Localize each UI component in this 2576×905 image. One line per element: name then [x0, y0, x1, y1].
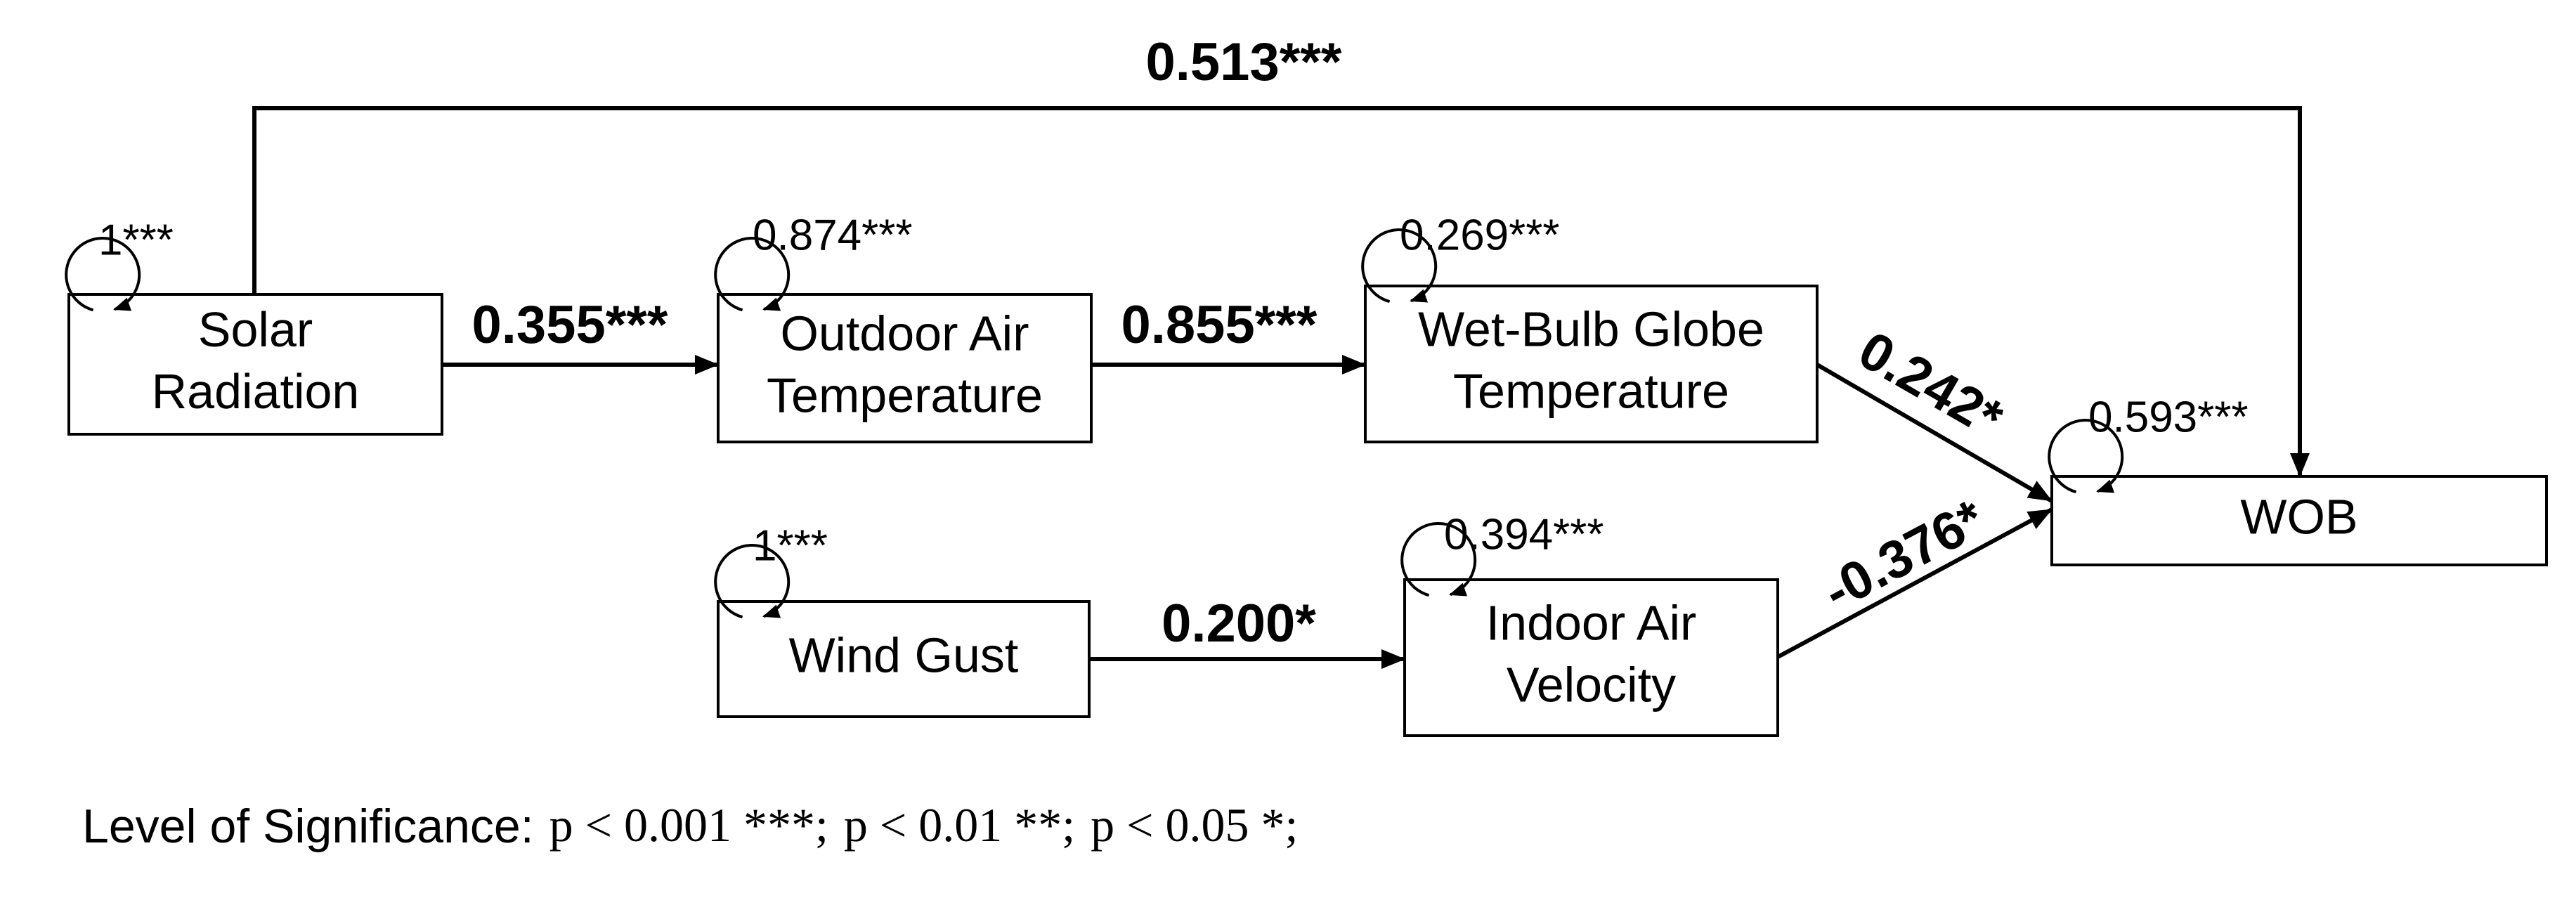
node-label: Outdoor Air	[780, 306, 1029, 360]
node-box	[717, 293, 1093, 443]
edge-arrow	[1816, 363, 2053, 503]
node-label: Wet-Bulb Globe	[1418, 301, 1764, 356]
edge-coefficient: 0.855***	[1121, 295, 1318, 355]
node-label: Indoor Air	[1486, 595, 1697, 650]
edge-coefficient: 0.513***	[1146, 32, 1342, 92]
node-label: Temperature	[1453, 363, 1729, 418]
edge-coefficient: -0.376*	[1814, 488, 1994, 622]
node-box	[1403, 578, 1779, 737]
residual-variance: 0.269***	[1400, 211, 1560, 259]
edge-arrow	[252, 106, 2310, 477]
residual-variance: 1***	[753, 521, 828, 570]
self-loop	[1361, 228, 1438, 304]
residual-variance: 0.874***	[753, 211, 913, 259]
node-label: WOB	[2240, 489, 2357, 544]
node-box	[1364, 285, 1819, 443]
residual-variance: 1***	[98, 216, 174, 264]
legend: Level of Significance: p < 0.001 ***; p < …	[82, 798, 1298, 853]
residual-variance: 0.394***	[1444, 510, 1604, 559]
node-box	[2050, 475, 2548, 566]
legend-title: Level of Significance:	[82, 800, 534, 853]
node-box	[717, 600, 1091, 718]
node-label: Wind Gust	[789, 627, 1019, 682]
node-label: Velocity	[1507, 657, 1676, 712]
edge-arrow	[1776, 507, 2053, 659]
legend-item: p < 0.01 **;	[844, 798, 1075, 852]
residual-variance: 0.593***	[2088, 393, 2249, 441]
edge-coefficient: 0.355***	[472, 295, 668, 355]
node-label: Radiation	[152, 364, 360, 419]
legend-item: p < 0.001 ***;	[549, 798, 828, 852]
node-label: Temperature	[767, 367, 1043, 422]
legend-item: p < 0.05 *;	[1091, 798, 1298, 852]
self-loop	[714, 544, 791, 619]
self-loop	[1400, 522, 1477, 597]
node-box	[67, 293, 443, 436]
self-loop	[65, 237, 141, 312]
self-loop	[714, 237, 791, 312]
edge-coefficient: 0.200*	[1162, 594, 1316, 653]
self-loop	[2048, 419, 2124, 494]
node-label: Solar	[198, 302, 313, 357]
